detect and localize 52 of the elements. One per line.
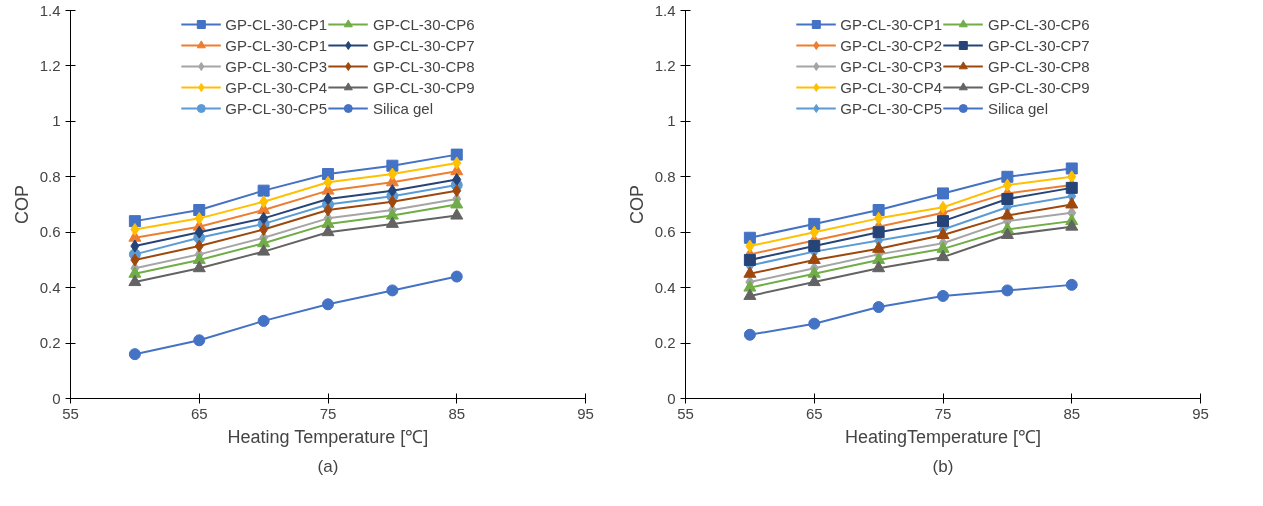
x-tick-label: 75 [934, 404, 952, 422]
x-axis-title: Heating Temperature [℃] [227, 426, 429, 447]
legend-label: GP-CL-30-CP1 [225, 15, 327, 33]
y-tick-label: 0.4 [39, 278, 61, 296]
x-tick-label: 55 [62, 404, 79, 422]
y-axis-title: COP [626, 184, 647, 224]
y-tick-label: 0.2 [654, 334, 676, 352]
legend-label: GP-CL-30-CP3 [840, 57, 942, 75]
y-tick-label: 0.8 [654, 167, 676, 185]
legend-label: GP-CL-30-CP5 [225, 99, 327, 117]
legend-label: GP-CL-30-CP7 [373, 36, 475, 54]
y-tick-label: 0.2 [39, 334, 61, 352]
legend-label: GP-CL-30-CP9 [373, 78, 475, 96]
legend-label: GP-CL-30-CP6 [988, 15, 1090, 33]
y-tick-label: 1 [52, 112, 61, 130]
legend-label: GP-CL-30-CP8 [373, 57, 475, 75]
y-tick-label: 1.2 [654, 56, 676, 74]
y-tick-label: 1 [667, 112, 676, 130]
legend-label: GP-CL-30-CP1 [840, 15, 942, 33]
y-tick-label: 1.4 [39, 1, 61, 19]
legend-label: GP-CL-30-CP1 [225, 36, 327, 54]
x-tick-label: 85 [1063, 404, 1081, 422]
legend-label: Silica gel [373, 99, 434, 117]
y-tick-label: 1.2 [39, 56, 61, 74]
legend-label: GP-CL-30-CP6 [373, 15, 475, 33]
x-tick-label: 55 [677, 404, 694, 422]
y-tick-label: 0.8 [39, 167, 61, 185]
y-tick-label: 0.6 [654, 223, 676, 241]
x-tick-label: 75 [319, 404, 337, 422]
text: (b) [932, 456, 954, 476]
legend-label: GP-CL-30-CP8 [988, 57, 1090, 75]
legend-label: GP-CL-30-CP7 [988, 36, 1090, 54]
y-tick-label: 0 [667, 389, 676, 407]
x-tick-label: 65 [805, 404, 823, 422]
x-tick-label: 65 [190, 404, 208, 422]
legend-label: GP-CL-30-CP4 [840, 78, 942, 96]
legend-label: GP-CL-30-CP4 [225, 78, 327, 96]
y-tick-label: 1.4 [654, 1, 676, 19]
legend-label: Silica gel [988, 99, 1049, 117]
x-axis-title: HeatingTemperature [℃] [844, 426, 1042, 447]
legend-label: GP-CL-30-CP5 [840, 99, 942, 117]
y-axis-title: COP [11, 184, 32, 224]
y-tick-label: 0 [52, 389, 61, 407]
legend-label: GP-CL-30-CP2 [840, 36, 942, 54]
x-tick-label: 95 [1192, 404, 1209, 422]
legend-label: GP-CL-30-CP3 [225, 57, 327, 75]
text: (a) [317, 456, 339, 476]
y-tick-label: 0.6 [39, 223, 61, 241]
legend-label: GP-CL-30-CP9 [988, 78, 1090, 96]
y-tick-label: 0.4 [654, 278, 676, 296]
x-tick-label: 85 [448, 404, 466, 422]
x-tick-label: 95 [577, 404, 594, 422]
